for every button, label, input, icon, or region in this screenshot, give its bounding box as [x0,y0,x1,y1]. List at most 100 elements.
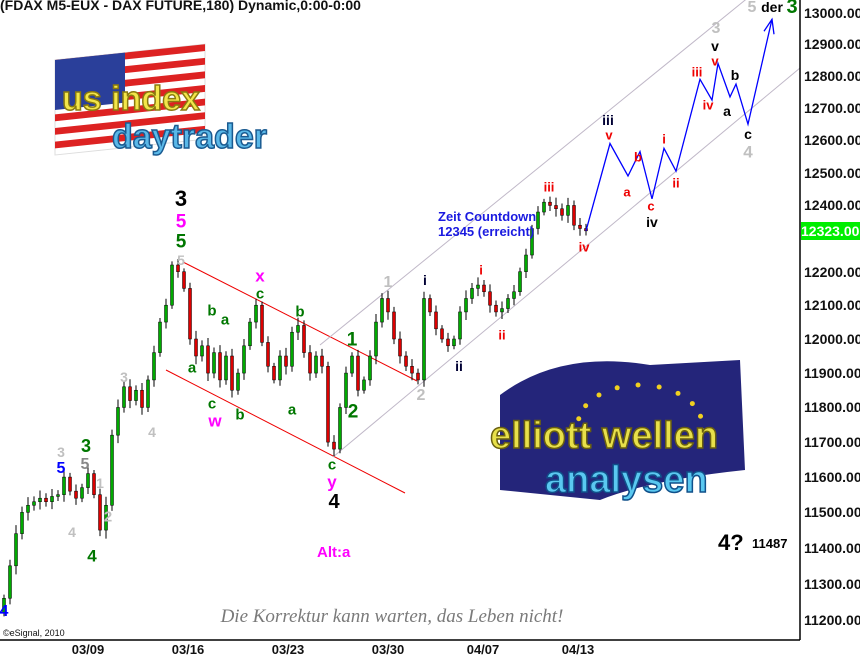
wave-label: iii [602,112,614,128]
candle [482,280,486,297]
x-tick-label: 04/13 [561,642,595,657]
candle-body [302,325,306,353]
wave-label: v [711,53,719,69]
candle [266,336,270,373]
wave-label: iv [578,239,590,255]
candle [308,345,312,381]
wave-label: iii [691,64,703,80]
wave-label: 4 [328,491,340,513]
candle-body [368,355,372,381]
candle-body [410,365,414,374]
candle-body [488,291,492,306]
candle [110,429,114,511]
candle [326,361,330,447]
candle-body [248,321,252,347]
us-logo-line1: us index [62,80,200,118]
wave-label: 4 [68,524,76,540]
x-tick-label: 03/16 [171,642,205,657]
candle [116,399,120,444]
candle-body [74,490,78,499]
chart-title: (FDAX M5-EUX - DAX FUTURE,180) Dynamic,0… [0,0,361,13]
candle [104,496,108,539]
candle [542,198,546,216]
candle [560,203,564,221]
zeit-countdown-line1: Zeit Countdown [438,209,537,224]
candle-body [476,284,480,289]
wave-label: 5 [175,211,187,233]
candle [236,368,240,395]
wave-label: b [207,302,217,320]
candle-body [104,505,108,531]
candle [218,345,222,388]
candle-body [464,298,468,313]
candle [428,294,432,316]
candle [536,206,540,235]
star-icon [614,385,620,391]
candle [74,484,78,505]
candle [524,248,528,279]
x-tick-label: 04/07 [466,642,500,657]
candle-body [56,494,60,497]
candle-body [398,338,402,357]
wave-label: b [634,149,642,165]
candle [212,347,216,379]
candle [2,594,6,617]
wave-label: 2 [347,401,359,423]
wave-label: a [220,311,230,329]
candle-body [392,311,396,340]
candle [194,330,198,365]
candle [476,277,480,297]
candle-body [254,304,258,323]
candle [200,340,204,362]
candle [8,559,12,605]
candle-body [26,505,30,513]
wave-label: 3 [80,436,92,456]
wave-label: a [723,103,731,119]
wave-label: iii [543,179,555,195]
x-tick-label: 03/30 [371,642,405,657]
candle-body [362,379,366,391]
candle-body [290,331,294,367]
candle [260,301,264,347]
candle [356,349,360,397]
star-icon [635,382,641,388]
wave-label: ii [498,327,506,343]
y-tick-label: 12400.00 [804,197,860,214]
star-icon [596,392,602,398]
candle-body [110,434,114,506]
star-icon [675,390,681,396]
wave-label: a [187,359,197,377]
y-tick-label: 11300.00 [804,575,860,592]
candle-body [116,407,120,436]
candle-body [38,497,42,502]
candle [422,291,426,387]
candle-body [428,298,432,313]
candle [128,379,132,409]
candle [314,351,318,378]
y-tick-label: 11500.00 [804,504,860,521]
candle [344,366,348,415]
candle-body [278,355,282,381]
candle-body [200,345,204,357]
candle [440,325,444,343]
candle-body [518,271,522,293]
y-tick-label: 12900.00 [804,36,860,53]
wave-label: y [327,472,337,492]
wave-label: i [479,262,483,278]
y-tick-label: 11900.00 [804,365,860,382]
candle [206,337,210,381]
candle-body [236,372,240,391]
candle [122,381,126,413]
candle [158,318,162,357]
candle [518,267,522,296]
candle-body [446,338,450,347]
candle-body [266,342,270,367]
red-channel-upper [182,261,418,382]
candle-body [320,355,324,367]
y-tick-label: 12100.00 [804,297,860,314]
candle-body [506,298,510,309]
candle-body [170,264,174,306]
wave-label: b [730,67,740,83]
candle [86,467,90,494]
